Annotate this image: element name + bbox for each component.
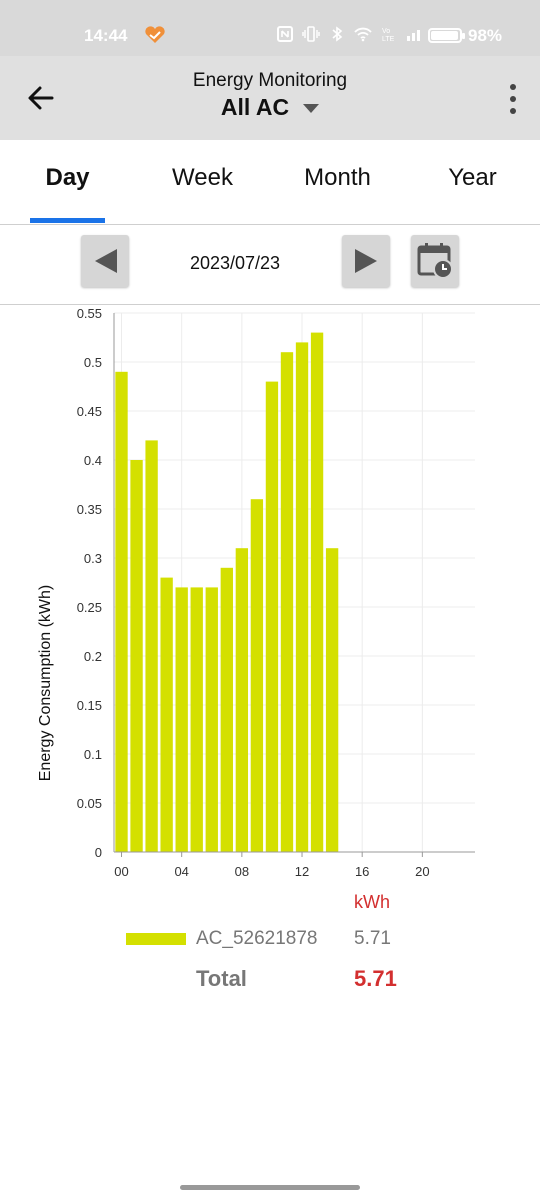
x-tick-label: 12: [295, 864, 309, 879]
bar-hour-12[interactable]: [295, 342, 309, 852]
svg-text:LTE: LTE: [382, 36, 395, 42]
bar-hour-0[interactable]: [115, 371, 128, 852]
battery-icon: [428, 28, 465, 43]
tab-day[interactable]: Day: [45, 164, 90, 191]
bar-hour-6[interactable]: [205, 587, 218, 852]
signal-icon: [407, 30, 420, 41]
bar-hour-2[interactable]: [145, 440, 158, 852]
x-tick-label: 08: [235, 864, 249, 879]
status-bar: 14:44 Vo LTE 98%: [0, 0, 540, 56]
period-tabs: Day Week Month Year: [0, 140, 540, 225]
y-tick-label: 0.05: [77, 796, 102, 811]
title-block: Energy Monitoring All AC: [0, 70, 540, 121]
y-tick-label: 0.15: [77, 698, 102, 713]
bar-hour-14[interactable]: [325, 548, 339, 852]
device-selector-label: All AC: [220, 94, 290, 120]
page-title: Energy Monitoring: [192, 70, 348, 91]
total-label: Total: [196, 966, 247, 991]
bar-hour-9[interactable]: [250, 499, 264, 852]
legend-entry-value: 5.71: [354, 928, 391, 949]
bar-hour-8[interactable]: [235, 548, 249, 852]
arrow-left-icon[interactable]: [22, 78, 62, 118]
nfc-icon: [277, 26, 293, 42]
legend-swatch: [126, 933, 186, 945]
legend-unit: kWh: [354, 892, 390, 912]
y-tick-label: 0.4: [84, 453, 102, 468]
chevron-down-icon: [303, 104, 320, 113]
app-bar: Energy Monitoring All AC: [0, 56, 540, 140]
bar-hour-11[interactable]: [280, 352, 294, 852]
y-tick-label: 0.35: [77, 502, 102, 517]
legend-entry-name: AC_52621878: [196, 928, 318, 949]
tab-indicator: [30, 218, 105, 223]
y-tick-label: 0.3: [84, 551, 102, 566]
vibrate-icon: [302, 26, 320, 42]
status-icons: Vo LTE: [276, 26, 424, 42]
y-tick-label: 0.55: [77, 306, 102, 321]
calendar-button[interactable]: [411, 235, 459, 287]
tab-week[interactable]: Week: [172, 164, 233, 191]
x-tick-label: 00: [114, 864, 128, 879]
x-tick-label: 04: [174, 864, 188, 879]
tab-month[interactable]: Month: [304, 164, 371, 191]
bar-hour-1[interactable]: [130, 460, 143, 852]
bar-hour-7[interactable]: [220, 567, 233, 852]
legend-entry: AC_52621878 5.71: [126, 928, 426, 952]
y-tick-label: 0.2: [84, 649, 102, 664]
bar-hour-3[interactable]: [160, 577, 173, 852]
energy-chart: 0 0.05 0.1 0.15 0.2 0.25 0.3 0.35 0.4 0.45 0.5 0.55…: [0, 305, 540, 905]
x-tick-label: 20: [415, 864, 429, 879]
home-indicator[interactable]: [180, 1185, 360, 1190]
bar-hour-5[interactable]: [190, 587, 203, 852]
battery-percent: 98%: [468, 26, 503, 45]
current-date: 2023/07/23: [189, 253, 281, 273]
date-navigation: 2023/07/23: [0, 225, 540, 305]
bar-hour-10[interactable]: [265, 381, 279, 852]
y-tick-label: 0: [95, 845, 102, 860]
x-tick-label: 16: [355, 864, 369, 879]
tab-year[interactable]: Year: [448, 164, 497, 191]
y-axis-label: Energy Consumption (kWh): [37, 585, 54, 782]
bar-hour-13[interactable]: [310, 332, 324, 853]
y-tick-label: 0.5: [84, 355, 102, 370]
bar-chart: 0 0.05 0.1 0.15 0.2 0.25 0.3 0.35 0.4 0.45 0.5 0.55…: [37, 306, 475, 879]
next-date-button[interactable]: [342, 235, 390, 287]
bluetooth-icon: [332, 26, 343, 42]
y-tick-label: 0.1: [84, 747, 102, 762]
y-tick-label: 0.45: [77, 404, 102, 419]
y-tick-label: 0.25: [77, 600, 102, 615]
triangle-left-icon: [95, 249, 117, 273]
calendar-clock-icon: [417, 243, 453, 279]
more-vertical-icon[interactable]: [502, 82, 524, 116]
previous-date-button[interactable]: [81, 235, 129, 287]
status-time: 14:44: [84, 26, 128, 45]
bar-hour-4[interactable]: [175, 587, 188, 852]
total-value: 5.71: [354, 966, 397, 991]
device-selector[interactable]: All AC: [220, 94, 320, 121]
heart-icon: [145, 26, 165, 43]
wifi-icon: [354, 27, 372, 42]
svg-text:Vo: Vo: [382, 28, 390, 35]
triangle-right-icon: [355, 249, 377, 273]
